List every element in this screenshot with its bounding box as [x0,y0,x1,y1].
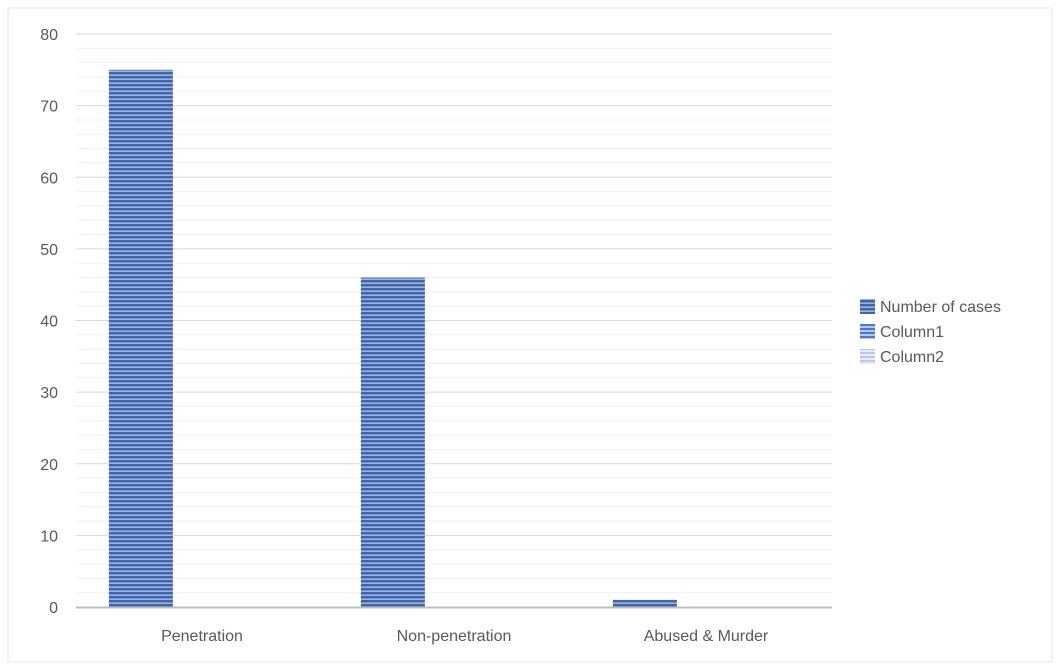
bar [612,599,677,607]
legend-label: Number of cases [880,299,1001,316]
minor-gridlines [76,47,832,594]
y-axis-ticks: 0 10 20 30 40 50 60 70 80 [40,27,58,617]
y-tick-label: 30 [40,385,58,402]
x-axis-ticks: Penetration Non-penetration Abused & Murde… [161,628,769,645]
bars [108,69,677,607]
y-tick-label: 40 [40,314,58,331]
legend-swatch [860,324,875,339]
y-tick-label: 70 [40,99,58,116]
y-tick-label: 60 [40,170,58,187]
y-tick-label: 80 [40,27,58,44]
bar [108,69,173,607]
y-tick-label: 50 [40,242,58,259]
legend-swatch [860,349,875,364]
legend-label: Column1 [880,324,944,341]
chart-border [7,7,1053,663]
major-gridlines [76,33,832,536]
y-tick-label: 10 [40,528,58,545]
bar [360,277,425,607]
y-tick-label: 20 [40,457,58,474]
x-tick-label: Penetration [161,628,243,645]
x-tick-label: Non-penetration [397,628,512,645]
x-tick-label: Abused & Murder [644,628,769,645]
legend: Number of cases Column1 Column2 [860,299,1001,366]
legend-swatch [860,299,875,314]
legend-label: Column2 [880,349,944,366]
y-tick-label: 0 [49,600,58,617]
